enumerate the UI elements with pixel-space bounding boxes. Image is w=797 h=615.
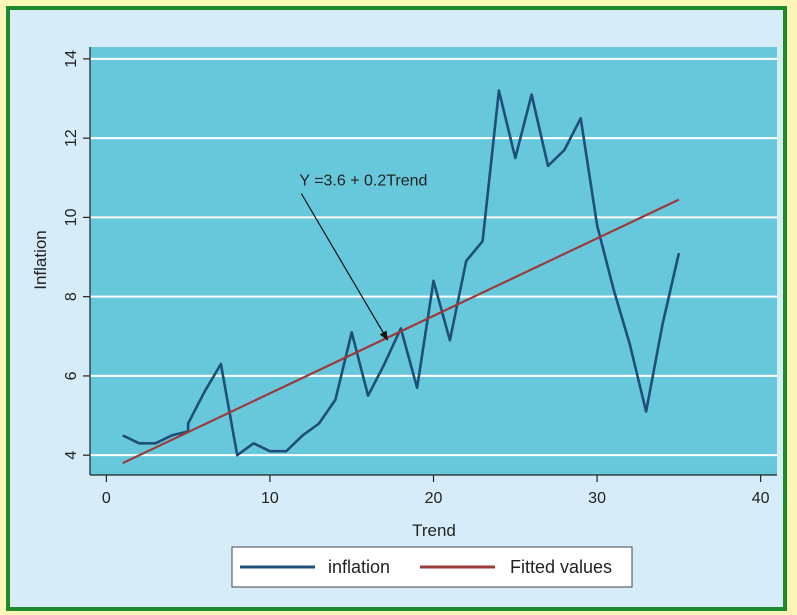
- x-tick-label-40: 40: [752, 490, 770, 507]
- x-tick-label-20: 20: [425, 490, 443, 507]
- y-tick-label-10: 10: [63, 208, 80, 226]
- series-line-fitted-values: [122, 198, 680, 465]
- x-tick-label-0: 0: [102, 490, 111, 507]
- legend-label-inflation: inflation: [328, 557, 390, 577]
- y-axis-title: Inflation: [31, 230, 50, 290]
- y-tick-label-6: 6: [63, 371, 80, 380]
- y-tick-label-14: 14: [63, 50, 80, 68]
- legend: inflation Fitted values: [231, 546, 633, 588]
- y-tick-label-8: 8: [63, 292, 80, 301]
- plot-area: [90, 47, 777, 475]
- legend-label-fitted: Fitted values: [510, 557, 612, 577]
- x-tick-label-10: 10: [261, 490, 279, 507]
- series-line-inflation: [122, 89, 681, 457]
- axes: 4 6 8 10 12 14 0 10 20 30 40: [63, 47, 777, 507]
- gridlines: [90, 57, 777, 457]
- y-tick-label-4: 4: [63, 451, 80, 460]
- annotation-arrow: [300, 193, 389, 341]
- x-axis-title: Trend: [412, 521, 456, 540]
- series-layer: [122, 89, 681, 465]
- annotation: Y =3.6 + 0.2Trend: [299, 173, 427, 341]
- annotation-arrowhead: [379, 330, 388, 341]
- annotation-text: Y =3.6 + 0.2Trend: [299, 173, 427, 190]
- x-tick-label-30: 30: [588, 490, 606, 507]
- y-tick-label-12: 12: [63, 129, 80, 147]
